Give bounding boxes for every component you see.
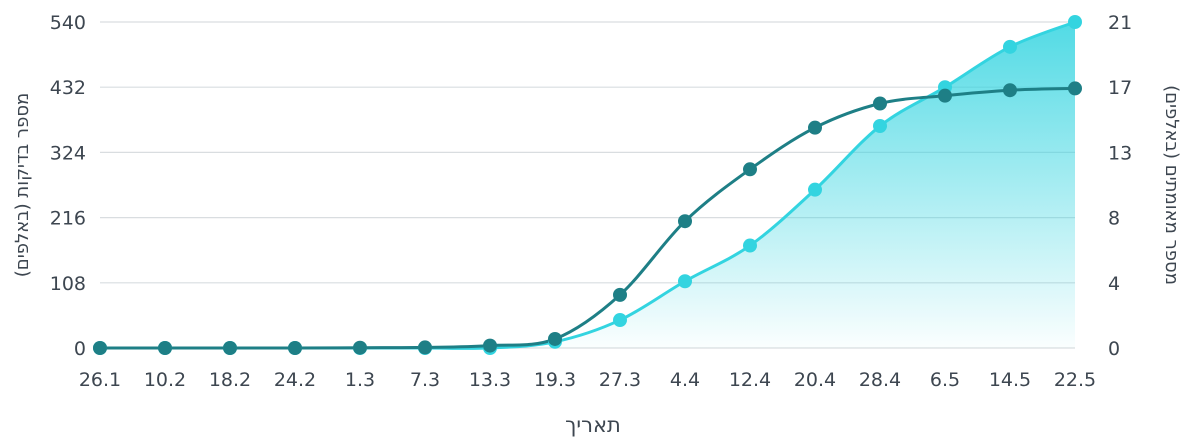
right-axis-title: מספר מאומתים (באלפים)	[1161, 85, 1182, 285]
x-tick-label: 19.3	[534, 369, 576, 391]
series-area	[100, 22, 1075, 349]
data-point	[158, 341, 172, 355]
x-tick-label: 13.3	[469, 369, 511, 391]
data-point	[223, 341, 237, 355]
x-tick-label: 4.4	[670, 369, 700, 391]
data-point	[613, 287, 627, 302]
data-point	[678, 214, 692, 229]
data-point	[743, 238, 757, 253]
data-point	[353, 340, 367, 355]
left-tick-label: 216	[50, 208, 86, 230]
data-point	[808, 182, 822, 197]
x-tick-label: 28.4	[859, 369, 901, 391]
data-point	[93, 341, 107, 355]
data-point	[548, 331, 562, 346]
data-point	[808, 120, 822, 135]
x-tick-label: 24.2	[274, 369, 316, 391]
data-point	[678, 274, 692, 289]
tick-labels: 0 0 108 4 216 8 324 13 432 17 540 21 26.1 10.2 18.2 24.…	[50, 12, 1132, 391]
x-tick-label: 10.2	[144, 369, 186, 391]
data-point	[1003, 39, 1017, 54]
left-tick-label: 432	[50, 77, 86, 99]
x-tick-label: 1.3	[345, 369, 375, 391]
x-tick-label: 7.3	[410, 369, 440, 391]
right-tick-label: 21	[1108, 12, 1132, 34]
x-tick-label: 6.5	[930, 369, 960, 391]
data-points	[93, 15, 1082, 355]
x-tick-label: 22.5	[1054, 369, 1096, 391]
data-point	[873, 96, 887, 111]
x-tick-label: 18.2	[209, 369, 251, 391]
area-fill	[100, 22, 1075, 349]
right-tick-label: 0	[1108, 338, 1120, 360]
data-point	[418, 340, 432, 355]
data-point	[1003, 83, 1017, 98]
x-tick-label: 14.5	[989, 369, 1031, 391]
right-tick-label: 13	[1108, 142, 1132, 164]
data-point	[288, 341, 302, 355]
left-tick-label: 324	[50, 142, 86, 164]
data-point	[613, 313, 627, 328]
right-tick-label: 4	[1108, 273, 1120, 295]
right-tick-label: 17	[1108, 77, 1132, 99]
x-axis-title: תאריך	[565, 413, 621, 437]
data-point	[483, 338, 497, 353]
x-tick-label: 20.4	[794, 369, 836, 391]
data-point	[873, 119, 887, 134]
right-tick-label: 8	[1108, 208, 1120, 230]
x-tick-label: 12.4	[729, 369, 771, 391]
data-point	[1068, 81, 1082, 96]
data-point	[1068, 15, 1082, 29]
data-point	[938, 88, 952, 103]
left-tick-label: 108	[50, 273, 86, 295]
x-tick-label: 26.1	[79, 369, 121, 391]
left-tick-label: 0	[74, 338, 86, 360]
data-point	[743, 162, 757, 177]
left-tick-label: 540	[50, 12, 86, 34]
x-tick-label: 27.3	[599, 369, 641, 391]
series-lines	[100, 20, 1076, 350]
left-axis-title: מספר בדיקות (באלפים)	[12, 93, 33, 277]
series-line	[100, 86, 1076, 350]
